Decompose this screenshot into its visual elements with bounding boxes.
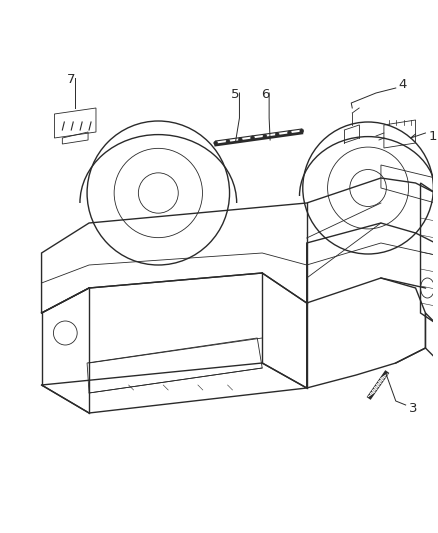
Text: 5: 5 — [231, 88, 240, 101]
Circle shape — [287, 131, 291, 135]
Circle shape — [275, 132, 279, 136]
Circle shape — [238, 138, 242, 142]
Circle shape — [263, 134, 267, 138]
Circle shape — [226, 139, 230, 143]
Text: 7: 7 — [67, 73, 75, 86]
Text: 4: 4 — [399, 78, 407, 92]
Text: 1: 1 — [428, 131, 437, 143]
Circle shape — [214, 141, 218, 145]
Text: 6: 6 — [261, 88, 269, 101]
Circle shape — [300, 129, 304, 133]
Circle shape — [251, 136, 254, 140]
Text: 3: 3 — [409, 401, 417, 415]
